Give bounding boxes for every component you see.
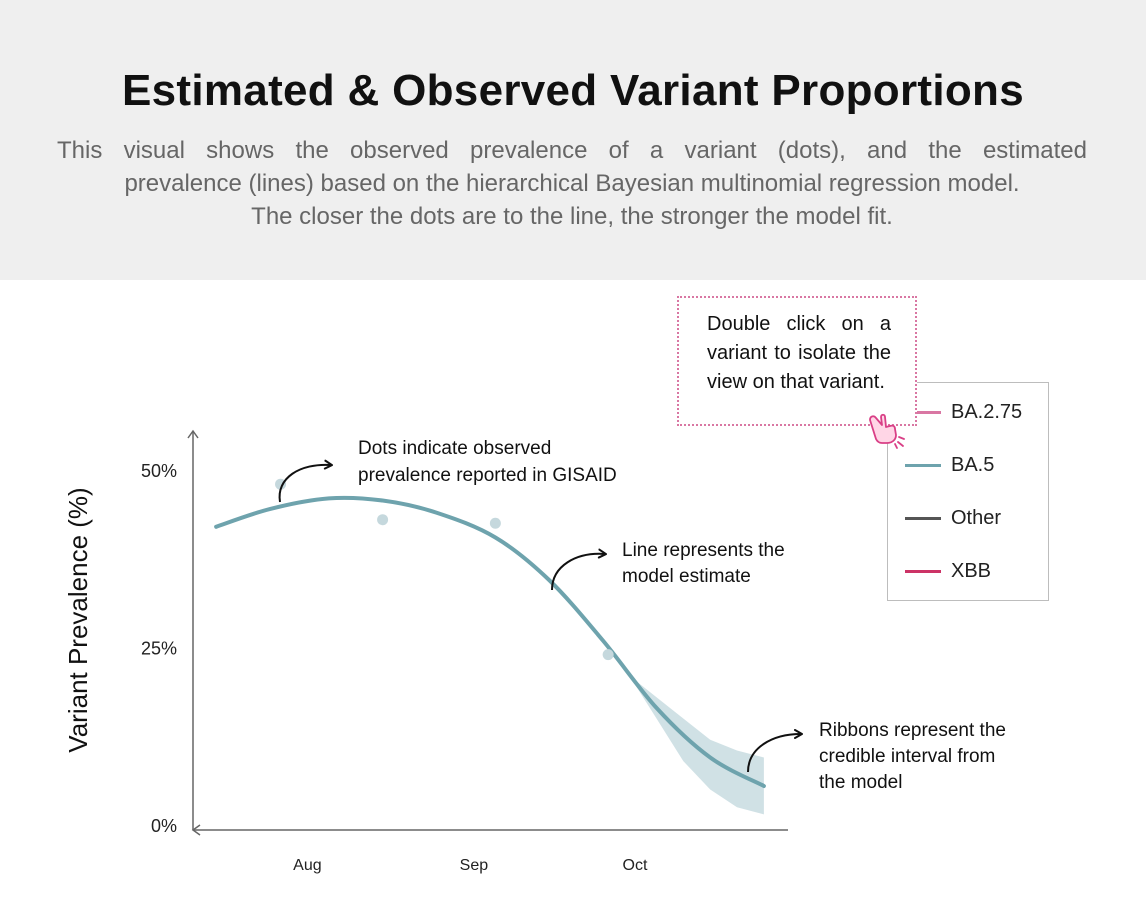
annotation-arrow-ribbon	[747, 729, 803, 773]
x-tick-label: Aug	[293, 857, 321, 874]
legend-item-xbb[interactable]: XBB	[905, 559, 991, 583]
y-tick-label: 25%	[141, 639, 177, 659]
y-tick-labels: 0% 25% 50%	[141, 461, 177, 836]
x-tick-label: Oct	[623, 857, 648, 874]
legend-swatch-ba-5	[905, 463, 941, 467]
legend-swatch-other	[905, 516, 941, 520]
y-tick-label: 50%	[141, 461, 177, 481]
x-tick-label: Sep	[460, 857, 489, 874]
y-tick-label: 0%	[151, 816, 177, 836]
x-axis-arrow-icon	[191, 824, 201, 836]
y-axis-arrow-icon	[187, 429, 199, 439]
tooltip-hint: Double click on a variant to isolate the…	[677, 296, 917, 426]
y-axis-label: Variant Prevalence (%)	[63, 487, 93, 752]
legend: BA.2.75 BA.5 Other XBB	[887, 382, 1049, 601]
annotation-arrow-dots	[278, 459, 333, 503]
annotation-line: Line represents the model estimate	[622, 540, 790, 587]
observed-point[interactable]	[489, 517, 501, 529]
header-panel: Estimated & Observed Variant Proportions…	[0, 0, 1146, 280]
legend-label: BA.5	[951, 453, 995, 476]
page-subtitle: This visual shows the observed prevalenc…	[57, 134, 1087, 233]
legend-item-other[interactable]: Other	[905, 506, 1001, 530]
page-title: Estimated & Observed Variant Proportions	[121, 66, 1024, 115]
x-tick-labels: Aug Sep Oct	[293, 857, 648, 874]
model-estimate-line[interactable]	[214, 495, 766, 788]
pointing-hand-icon	[869, 413, 905, 449]
plot-area[interactable]	[214, 478, 766, 815]
annotation-ribbon: Ribbons represent the credible interval …	[819, 720, 1011, 793]
observed-point[interactable]	[602, 649, 614, 661]
legend-swatch-ba-2-75	[905, 410, 941, 414]
subtitle-line-3: The closer the dots are to the line, the…	[251, 203, 893, 230]
axes	[187, 429, 788, 836]
prevalence-chart[interactable]: 0% 25% 50% Aug Sep Oct Variant Prevalence (%…	[0, 280, 1146, 911]
observed-point[interactable]	[377, 514, 389, 526]
annotations: Dots indicate observed prevalence report…	[278, 438, 1011, 793]
legend-swatch-xbb	[905, 569, 941, 573]
annotation-arrow-line	[551, 548, 607, 591]
legend-item-ba-5[interactable]: BA.5	[905, 453, 994, 477]
legend-item-ba-2-75[interactable]: BA.2.75	[905, 400, 1022, 424]
legend-label: XBB	[951, 559, 992, 582]
legend-label: Other	[951, 506, 1002, 529]
subtitle-line-1: This visual shows the observed prevalenc…	[57, 137, 1087, 164]
subtitle-line-2: prevalence (lines) based on the hierarch…	[124, 170, 1020, 197]
annotation-dots: Dots indicate observed prevalence report…	[358, 438, 617, 486]
legend-label: BA.2.75	[951, 400, 1023, 423]
